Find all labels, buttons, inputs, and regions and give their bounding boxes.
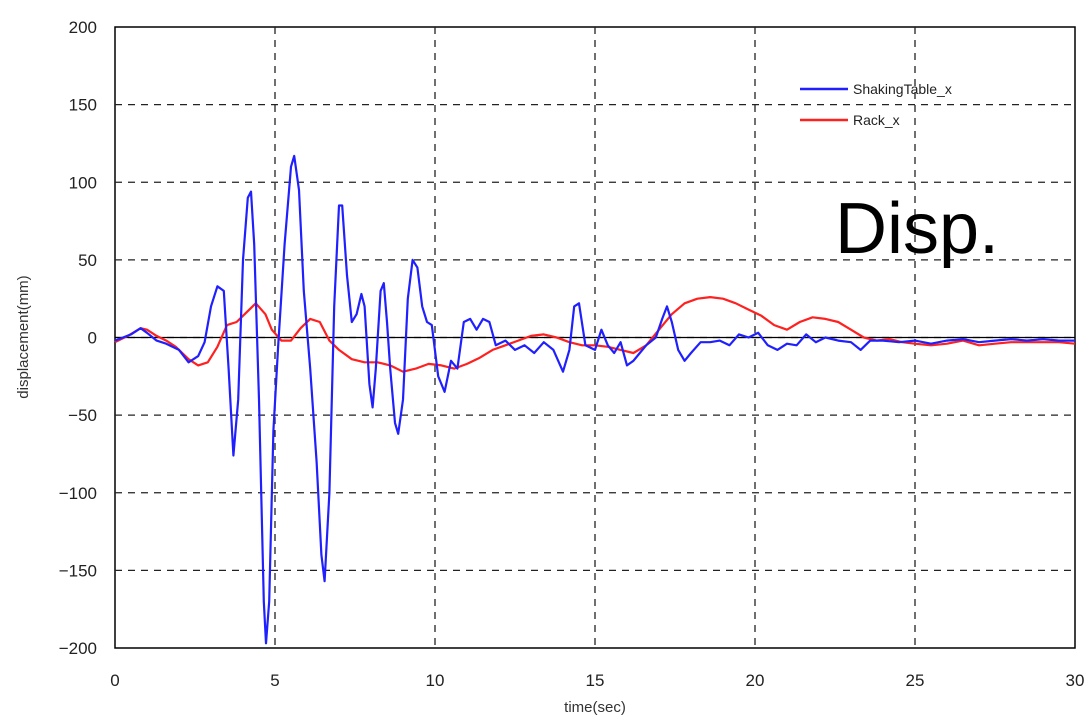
x-tick-label: 30 — [1066, 671, 1085, 690]
y-tick-label: 100 — [69, 173, 97, 192]
legend-label-rack: Rack_x — [853, 112, 900, 128]
y-tick-label: 200 — [69, 18, 97, 37]
x-tick-label: 5 — [270, 671, 279, 690]
y-tick-labels: 200 150 100 50 0 −50 −100 −150 −200 — [59, 18, 97, 658]
series-lines — [114, 154, 1076, 645]
y-tick-label: −150 — [59, 561, 97, 580]
x-tick-label: 10 — [426, 671, 445, 690]
y-tick-label: 0 — [88, 329, 97, 348]
y-tick-label: −100 — [59, 484, 97, 503]
series-line-shakingtable-x — [114, 154, 1075, 645]
x-tick-label: 25 — [906, 671, 925, 690]
x-axis-title: time(sec) — [564, 699, 626, 716]
x-tick-label: 15 — [586, 671, 605, 690]
y-tick-label: 150 — [69, 96, 97, 115]
y-tick-label: −50 — [68, 406, 97, 425]
x-tick-label: 20 — [746, 671, 765, 690]
x-tick-label: 0 — [110, 671, 119, 690]
x-tick-labels: 0 5 10 15 20 25 30 — [110, 671, 1084, 690]
y-tick-label: 50 — [78, 251, 97, 270]
y-tick-label: −200 — [59, 639, 97, 658]
y-axis-title: displacement(mm) — [15, 275, 32, 398]
legend: ShakingTable_x Rack_x — [800, 81, 952, 128]
disp-annotation: Disp. — [835, 189, 999, 269]
legend-label-shakingtable: ShakingTable_x — [853, 81, 952, 97]
